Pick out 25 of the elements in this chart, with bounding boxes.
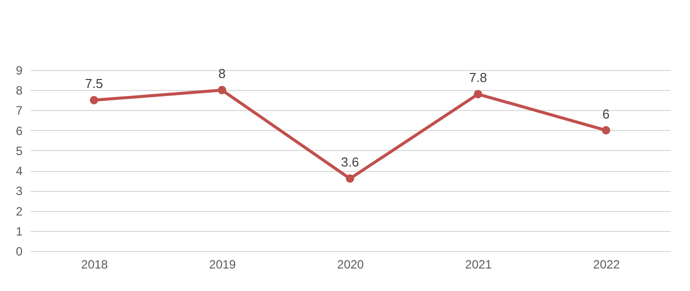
x-tick-label: 2021 [465,258,492,272]
data-label: 7.5 [84,76,104,92]
data-label: 8 [218,66,226,82]
y-tick-label: 6 [16,124,23,138]
point [346,174,354,183]
y-tick-label: 3 [16,184,23,198]
x-tick-label: 2018 [81,258,108,272]
y-tick-label: 5 [16,144,23,158]
y-tick-label: 9 [16,64,23,78]
point [602,126,610,135]
y-tick-label: 0 [16,244,23,258]
data-label: 3.6 [340,154,360,170]
x-tick-label: 2022 [593,258,620,272]
y-tick-label: 4 [16,164,23,178]
y-tick-label: 7 [16,104,23,118]
point [218,86,226,94]
data-label: 6 [602,106,610,122]
data-label: 7.8 [468,70,488,86]
x-tick-label: 2020 [337,258,364,272]
y-tick-label: 1 [16,224,23,238]
point [90,96,98,104]
point [474,90,482,98]
y-tick-label: 8 [16,84,23,98]
x-tick-label: 2019 [209,258,236,272]
y-tick-label: 2 [16,204,23,218]
